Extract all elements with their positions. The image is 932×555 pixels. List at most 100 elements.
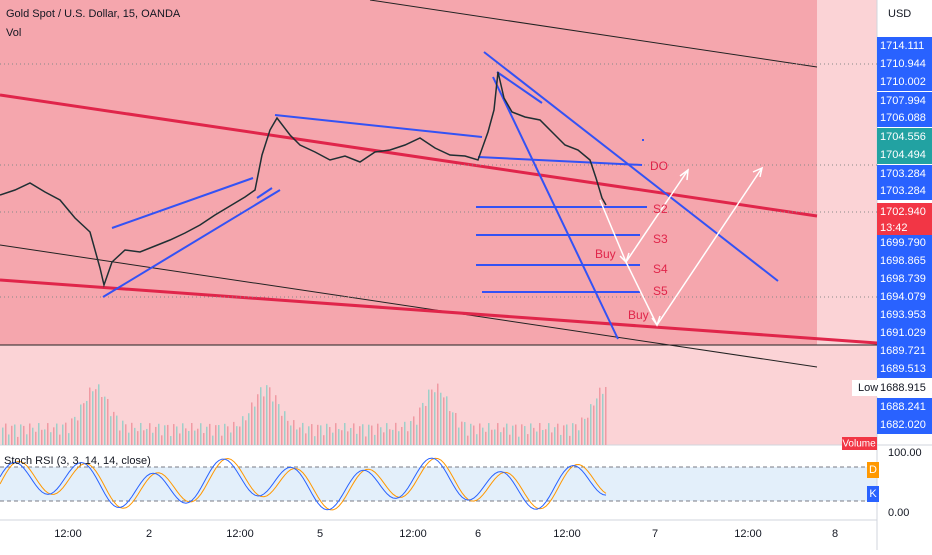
volume-bar [581, 417, 583, 445]
stoch-legend: K [869, 488, 877, 500]
volume-bar [545, 429, 547, 445]
volume-bar [278, 404, 280, 445]
volume-bar [233, 421, 235, 445]
volume-bar [5, 423, 7, 445]
volume-bar [299, 427, 301, 445]
volume-bar [257, 394, 259, 445]
volume-bar [455, 412, 457, 445]
volume-bar [566, 424, 568, 445]
volume-bar [32, 427, 34, 445]
volume-bar [458, 427, 460, 445]
stoch-line [0, 457, 607, 511]
volume-bar [137, 431, 139, 445]
volume-bar [149, 423, 151, 445]
volume-bar [599, 387, 601, 445]
volume-bar [179, 433, 181, 445]
volume-bar [422, 402, 424, 445]
volume-bar [71, 418, 73, 445]
volume-bar [284, 411, 286, 445]
volume-bar [338, 429, 340, 445]
stoch-legend-bg [867, 486, 879, 502]
volume-bar [332, 432, 334, 445]
volume-bar [281, 415, 283, 445]
volume-bar [485, 431, 487, 445]
volume-bar [296, 429, 298, 445]
countdown: 13:42 [880, 222, 908, 234]
volume-bar [176, 426, 178, 445]
price-label-bg [877, 360, 932, 378]
volume-bar [95, 389, 97, 445]
volume-bar [107, 398, 109, 445]
price-label-bg [877, 234, 932, 252]
volume-bar [146, 428, 148, 445]
volume-bar [224, 423, 226, 445]
volume-bar [122, 420, 124, 445]
stoch-lines [0, 457, 607, 511]
volume-bar [128, 432, 130, 445]
symbol-title: Gold Spot / U.S. Dollar, 15, OANDA [6, 8, 181, 20]
volume-bar [11, 425, 13, 445]
volume-bar [353, 423, 355, 445]
volume-tag: Volume [842, 439, 876, 450]
volume-bar [374, 434, 376, 445]
volume-bar [110, 416, 112, 445]
volume-bar [467, 435, 469, 445]
volume-bar [362, 424, 364, 445]
volume-bar [437, 383, 439, 445]
volume-bar [269, 387, 271, 445]
level-label: S5 [653, 284, 668, 298]
volume-bar [470, 423, 472, 445]
volume-bar [524, 426, 526, 445]
volume-bar [494, 429, 496, 445]
volume-bar [320, 425, 322, 445]
price-label: 1698.739 [880, 273, 926, 285]
volume-bar [329, 427, 331, 445]
volume-bar [47, 423, 49, 445]
price-label: 1689.513 [880, 363, 926, 375]
volume-bar [377, 423, 379, 445]
volume-bar [452, 412, 454, 445]
level-label: S2 [653, 202, 668, 216]
volume-bar [521, 424, 523, 445]
volume-bar [590, 404, 592, 445]
volume-bar [464, 422, 466, 445]
volume-bar [251, 402, 253, 445]
volume-bar [242, 416, 244, 445]
price-label: 1714.111 [880, 40, 924, 52]
volume-bar [350, 428, 352, 445]
volume-bar [569, 435, 571, 445]
volume-bar [26, 434, 28, 445]
volume-bar [533, 427, 535, 445]
volume-bar [389, 429, 391, 445]
volume-bar [587, 417, 589, 445]
volume-bar [491, 429, 493, 445]
price-label: 1688.241 [880, 401, 926, 413]
volume-bar [221, 435, 223, 445]
volume-bar [434, 392, 436, 445]
price-label: 1703.284 [880, 185, 926, 197]
volume-bar [200, 423, 202, 445]
price-label: 1699.790 [880, 237, 926, 249]
volume-bar [59, 434, 61, 445]
volume-bar [185, 428, 187, 445]
volume-bar [98, 384, 100, 445]
volume-bar [290, 425, 292, 445]
price-label-bg [877, 288, 932, 306]
volume-bar [380, 427, 382, 445]
volume-bars [2, 383, 607, 445]
volume-bar [311, 424, 313, 445]
volume-bar [194, 430, 196, 445]
volume-bar [209, 423, 211, 445]
volume-bar [161, 435, 163, 445]
volume-bar [461, 421, 463, 445]
volume-bar [410, 421, 412, 445]
price-series [0, 71, 607, 288]
price-label-bg [877, 324, 932, 342]
volume-bar [272, 401, 274, 445]
time-label: 12:00 [399, 528, 427, 540]
volume-bar [503, 427, 505, 445]
volume-bar [125, 424, 127, 445]
volume-bar [275, 395, 277, 445]
volume-bar [548, 423, 550, 445]
volume-bar [335, 423, 337, 445]
